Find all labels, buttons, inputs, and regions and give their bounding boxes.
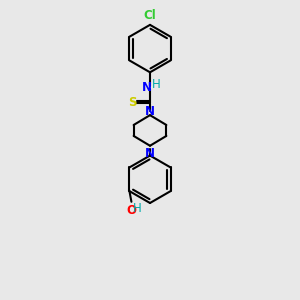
Text: N: N: [145, 147, 155, 160]
Text: N: N: [145, 105, 155, 119]
Text: S: S: [129, 96, 137, 109]
Text: N: N: [141, 80, 152, 94]
Text: O: O: [126, 204, 136, 217]
Text: H: H: [152, 78, 161, 92]
Text: Cl: Cl: [144, 9, 156, 22]
Text: H: H: [133, 202, 142, 215]
